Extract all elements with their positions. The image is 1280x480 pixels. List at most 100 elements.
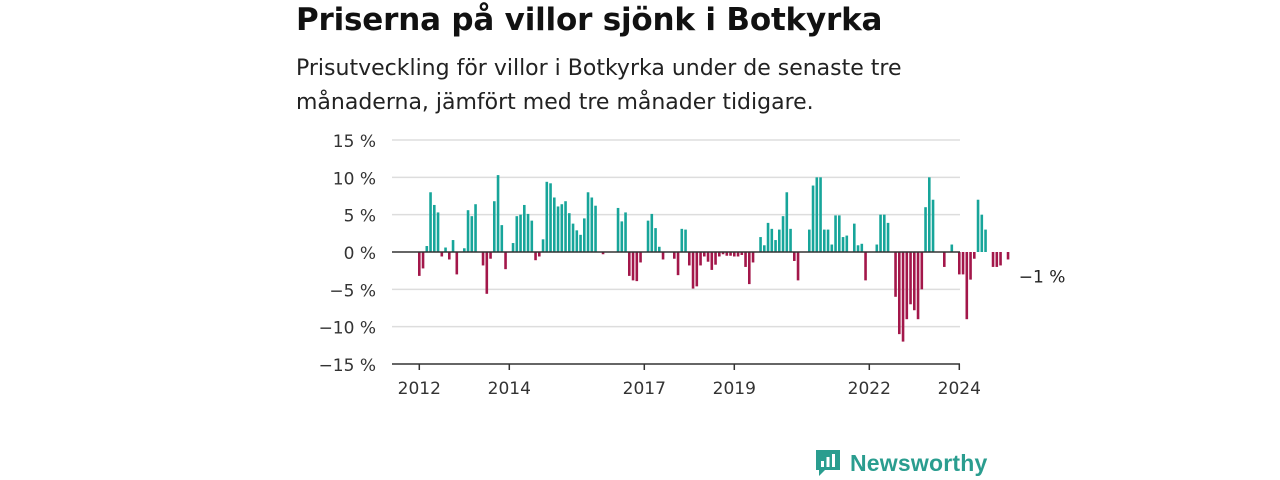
bar-negative xyxy=(995,252,999,267)
bar-negative xyxy=(718,252,721,257)
bar-negative xyxy=(958,252,961,275)
bar-positive xyxy=(838,215,841,252)
x-tick-label: 2024 xyxy=(938,379,981,399)
bar-positive xyxy=(684,229,687,252)
bar-negative xyxy=(421,252,425,269)
bar-positive xyxy=(763,245,766,252)
bar-positive xyxy=(571,223,575,252)
bar-positive xyxy=(789,228,792,252)
bar-negative xyxy=(905,252,909,320)
bar-positive xyxy=(496,175,500,252)
bar-negative xyxy=(534,252,537,261)
y-tick-label: 10 % xyxy=(333,169,376,189)
bar-positive xyxy=(523,204,526,252)
bar-negative xyxy=(639,252,642,263)
brand-logo: Newsworthy xyxy=(814,446,987,480)
bar-negative xyxy=(909,252,912,305)
bar-positive xyxy=(976,199,980,252)
y-tick-label: −15 % xyxy=(319,356,376,376)
y-tick-label: 5 % xyxy=(344,207,376,227)
bar-negative xyxy=(943,252,946,267)
bar-negative xyxy=(699,252,702,266)
bar-negative xyxy=(448,252,451,260)
bar-positive xyxy=(774,240,777,252)
bar-positive xyxy=(436,212,440,252)
bar-negative xyxy=(864,252,867,281)
chart-title: Priserna på villor sjönk i Botkyrka xyxy=(296,2,883,38)
bar-positive xyxy=(470,216,474,252)
bar-negative xyxy=(676,252,680,276)
bar-positive xyxy=(770,228,774,252)
bar-positive xyxy=(883,214,886,252)
bar-negative xyxy=(740,252,744,255)
bar-positive xyxy=(583,218,586,252)
bar-positive xyxy=(646,220,650,252)
bar-positive xyxy=(841,237,845,252)
bar-positive xyxy=(658,246,661,252)
bar-positive xyxy=(808,229,811,252)
bar-negative xyxy=(894,252,897,297)
bar-positive xyxy=(590,197,594,252)
bar-positive xyxy=(519,214,522,252)
bar-positive xyxy=(815,177,819,252)
x-tick-label: 2012 xyxy=(398,379,441,399)
bar-positive xyxy=(823,229,826,252)
bar-positive xyxy=(466,210,470,252)
bar-negative xyxy=(991,252,995,267)
x-tick-label: 2017 xyxy=(623,379,666,399)
bar-negative xyxy=(920,252,924,290)
labels: 15 % 10 % 5 % 0 % −5 % −10 % −15 % 2012 2014 2017… xyxy=(319,132,1066,399)
bar-positive xyxy=(834,215,837,252)
bar-positive xyxy=(500,225,504,252)
bar-negative xyxy=(504,252,507,270)
bar-negative xyxy=(485,252,489,294)
bar-negative xyxy=(710,252,714,270)
bar-positive xyxy=(778,229,781,252)
x-tick-label: 2022 xyxy=(848,379,891,399)
bar-negative xyxy=(744,252,747,267)
bar-negative xyxy=(913,252,916,311)
bar-positive xyxy=(545,181,549,252)
bar-positive xyxy=(425,246,429,252)
y-tick-label: −5 % xyxy=(329,281,376,301)
bar-positive xyxy=(579,234,582,252)
bar-positive xyxy=(785,192,789,252)
bar-negative xyxy=(601,252,605,255)
chart-subtitle: Prisutveckling för villor i Botkyrka und… xyxy=(296,56,902,115)
bar-positive xyxy=(811,185,815,252)
bar-negative xyxy=(418,252,421,276)
bar-negative xyxy=(481,252,485,266)
bar-positive xyxy=(515,216,519,252)
bar-positive xyxy=(845,235,849,252)
bar-positive xyxy=(594,205,597,252)
bar-negative xyxy=(688,252,691,266)
bar-negative xyxy=(973,252,976,259)
bar-positive xyxy=(560,204,564,252)
bar-positive xyxy=(433,204,436,252)
bar-negative xyxy=(691,252,695,289)
bar-positive xyxy=(553,197,556,252)
y-tick-label: 15 % xyxy=(333,132,376,152)
bar-positive xyxy=(650,213,654,252)
bar-positive xyxy=(886,222,890,252)
bar-negative xyxy=(440,252,444,257)
bar-positive xyxy=(980,214,984,252)
bar-positive xyxy=(830,244,834,252)
bar-negative xyxy=(455,252,459,275)
bar-negative xyxy=(628,252,631,276)
bar-positive xyxy=(463,248,466,252)
bar-positive xyxy=(875,244,879,252)
bar-positive xyxy=(444,247,447,252)
bar-positive xyxy=(950,244,954,252)
bar-negative xyxy=(751,252,755,263)
bar-positive xyxy=(530,220,534,252)
bar-negative xyxy=(965,252,969,320)
bar-negative xyxy=(793,252,796,261)
bar-positive xyxy=(928,177,931,252)
bar-negative xyxy=(725,252,729,256)
bar-negative xyxy=(489,252,492,259)
bar-negative xyxy=(635,252,639,282)
bar-positive xyxy=(924,207,927,252)
bar-negative xyxy=(736,252,740,257)
bar-positive xyxy=(575,230,579,252)
